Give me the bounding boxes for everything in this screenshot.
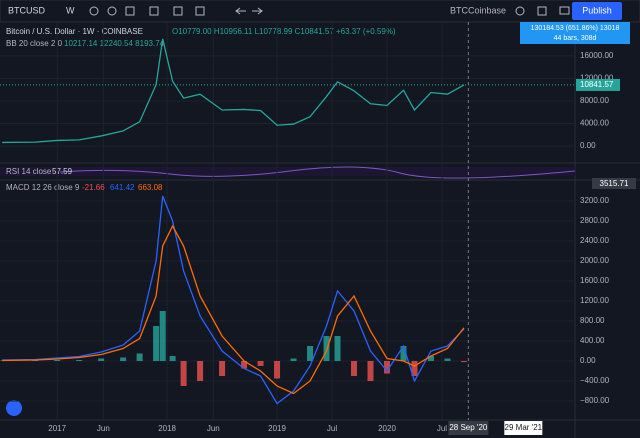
histogram-bar <box>153 326 160 361</box>
rsi-value: 57.59 <box>52 167 73 176</box>
histogram-bar <box>136 353 143 361</box>
y-tick-label: 2400.00 <box>580 236 609 245</box>
y-tick-label: 8000.00 <box>580 96 609 105</box>
cursor-tag <box>448 421 489 435</box>
bb-label: BB 20 close 2 0 <box>6 39 63 48</box>
series-line <box>2 38 465 144</box>
y-tick-label: 1200.00 <box>580 296 609 305</box>
last-price-label: 10841.57 <box>580 80 614 89</box>
histogram-bar <box>120 357 127 361</box>
toolbar-icons[interactable] <box>89 6 570 16</box>
y-tick-label: 16000.00 <box>580 51 614 60</box>
histogram-bar <box>32 360 39 361</box>
macd-legend-value: 663.08 <box>138 183 163 192</box>
x-tick-label: 2019 <box>268 424 286 433</box>
histogram-bar <box>383 361 390 374</box>
series-line <box>2 195 465 405</box>
histogram-bar <box>367 361 374 381</box>
y-tick-label: 400.00 <box>580 336 605 345</box>
y-tick-label: −800.00 <box>580 396 610 405</box>
histogram-bar <box>351 361 358 376</box>
last-price-tag <box>576 78 620 91</box>
y-tick-label: −400.00 <box>580 376 610 385</box>
rsi-label: RSI 14 close <box>6 167 52 176</box>
histogram-bar <box>257 361 264 366</box>
histogram-bar <box>274 361 281 379</box>
price-title: Bitcoin / U.S. Dollar · 1W · COINBASE <box>6 27 143 36</box>
macd-legend-value: -21.66 <box>82 183 105 192</box>
end-tag <box>504 421 543 435</box>
y-tick-label: 3200.00 <box>580 196 609 205</box>
x-tick-label: 2017 <box>48 424 66 433</box>
histogram-bar <box>219 361 226 376</box>
histogram-bar <box>460 361 467 363</box>
y-tick-label: 0.00 <box>580 141 596 150</box>
y-tick-label: 12000.00 <box>580 74 614 83</box>
histogram-bar <box>98 358 105 361</box>
rsi-line <box>59 166 576 179</box>
histogram-bar <box>427 356 434 361</box>
tooltip-line: 44 bars, 308d <box>554 35 597 42</box>
macd-scale-tag-label: 3515.71 <box>600 179 629 188</box>
histogram-bar <box>180 361 187 386</box>
macd-legend-value: 641.42 <box>110 183 135 192</box>
y-tick-label: 0.00 <box>580 356 596 365</box>
histogram-bar <box>76 360 83 361</box>
y-tick-label: 2000.00 <box>580 256 609 265</box>
histogram-bar <box>411 361 418 376</box>
logo-button[interactable] <box>6 400 22 416</box>
histogram-bar <box>334 336 341 361</box>
x-tick-label: 2020 <box>378 424 396 433</box>
y-tick-label: 800.00 <box>580 316 605 325</box>
compare[interactable]: BTCCoinbase <box>450 5 506 15</box>
x-tick-label: Jun <box>97 424 110 433</box>
cursor-label: 28 Sep '20 <box>449 423 488 432</box>
x-tick-label: Jun <box>207 424 220 433</box>
ohlc: O10779.00 H10956.11 L10778.99 C10841.57 … <box>172 27 396 36</box>
publish-label[interactable]: Publish <box>582 5 612 15</box>
histogram-bar <box>444 358 451 361</box>
macd-scale-tag <box>592 178 636 189</box>
tooltip-line: 130184.53 (651.86%) 13018 <box>531 25 620 32</box>
x-tick-label: Jul <box>437 424 447 433</box>
y-tick-label: 1600.00 <box>580 276 609 285</box>
publish-button[interactable] <box>572 2 622 20</box>
x-tick-label: 2018 <box>158 424 176 433</box>
histogram-bar <box>323 336 330 361</box>
end-label: 29 Mar '21 <box>505 423 543 432</box>
histogram-bar <box>400 346 407 361</box>
histogram-bar <box>241 361 248 369</box>
series-line <box>2 224 465 395</box>
bb-values: 10217.14 12240.54 8193.74 <box>64 39 165 48</box>
x-tick-label: Jul <box>327 424 337 433</box>
interval[interactable]: W <box>66 5 75 15</box>
macd-label: MACD 12 26 close 9 <box>6 183 80 192</box>
measure-tooltip <box>520 22 630 44</box>
y-tick-label: 2800.00 <box>580 216 609 225</box>
histogram-bar <box>197 361 204 381</box>
histogram-bar <box>159 311 166 361</box>
histogram-bar <box>307 346 314 361</box>
histogram-bar <box>290 358 297 361</box>
histogram-bar <box>169 356 176 361</box>
y-tick-label: 4000.00 <box>580 119 609 128</box>
histogram-bar <box>54 360 61 361</box>
toolbar <box>0 0 640 23</box>
symbol[interactable]: BTCUSD <box>8 5 46 15</box>
